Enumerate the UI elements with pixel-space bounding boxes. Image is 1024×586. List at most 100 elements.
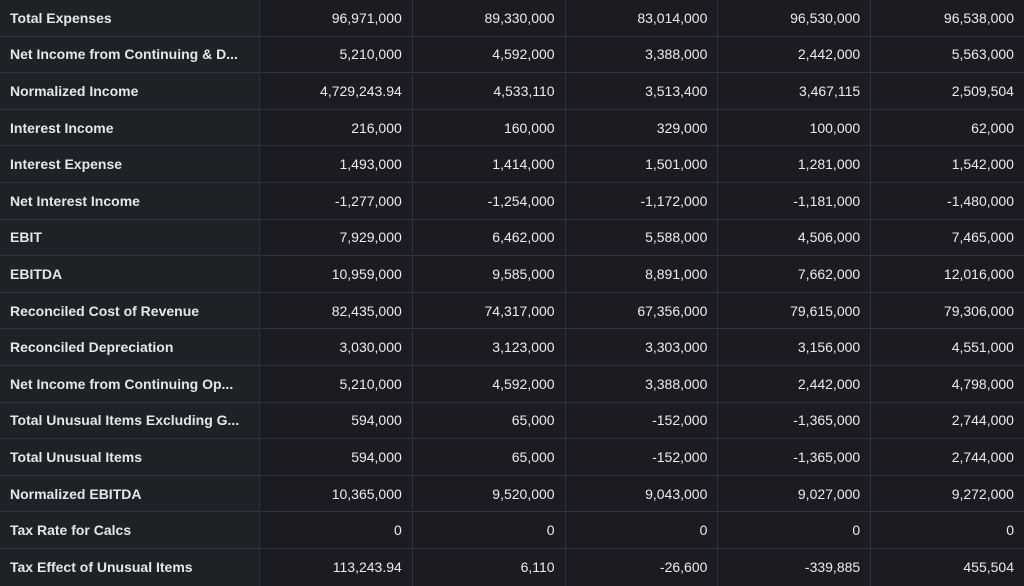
value-cell: 65,000 (412, 439, 566, 475)
row-label[interactable]: Total Expenses (0, 0, 260, 36)
row-label[interactable]: Interest Income (0, 109, 260, 146)
row-label[interactable]: Tax Effect of Unusual Items (0, 548, 260, 586)
row-label[interactable]: EBIT (0, 219, 260, 256)
row-label[interactable]: Tax Rate for Calcs (0, 512, 260, 548)
row-label-text: Normalized Income (10, 82, 139, 99)
value-cell: 2,744,000 (871, 439, 1024, 475)
row-label[interactable]: Reconciled Depreciation (0, 329, 260, 365)
value-cell: 594,000 (260, 402, 413, 439)
value-cell: 1,281,000 (718, 146, 872, 182)
row-label[interactable]: Net Income from Continuing & D... (0, 36, 260, 73)
value-cell: 4,592,000 (412, 365, 566, 402)
value-cell: -26,600 (565, 548, 719, 586)
row-label[interactable]: Total Unusual Items (0, 439, 260, 475)
value-cell: 4,533,110 (412, 73, 566, 109)
value-cell: -339,885 (718, 548, 872, 586)
table-row[interactable]: Normalized Income 4,729,243.94 4,533,110… (0, 73, 1024, 110)
value-cell: 2,744,000 (871, 402, 1024, 439)
value-cell: 6,110 (412, 548, 566, 586)
table-row[interactable]: Interest Income 216,000 160,000 329,000 … (0, 109, 1024, 147)
value-cell: 5,210,000 (260, 365, 413, 402)
value-cell: 79,306,000 (871, 292, 1024, 329)
row-label-text: Total Unusual Items (10, 448, 142, 465)
value-cell: 4,798,000 (871, 365, 1024, 402)
value-cell: 160,000 (412, 109, 566, 146)
value-cell: 96,530,000 (718, 0, 872, 36)
value-cell: 3,388,000 (565, 36, 719, 73)
value-cell: 100,000 (718, 109, 872, 146)
value-cell: 0 (565, 512, 719, 548)
row-label[interactable]: Normalized EBITDA (0, 475, 260, 512)
value-cell: -152,000 (565, 439, 719, 475)
value-cell: 3,388,000 (565, 365, 719, 402)
table-row[interactable]: Net Income from Continuing & D... 5,210,… (0, 36, 1024, 74)
value-cell: 5,588,000 (565, 219, 719, 256)
value-cell: -152,000 (565, 402, 719, 439)
value-cell: 3,030,000 (260, 329, 413, 365)
table-row[interactable]: EBITDA 10,959,000 9,585,000 8,891,000 7,… (0, 256, 1024, 293)
table-row[interactable]: Total Unusual Items 594,000 65,000 -152,… (0, 439, 1024, 476)
value-cell: 455,504 (871, 548, 1024, 586)
value-cell: 1,414,000 (412, 146, 566, 182)
row-label[interactable]: EBITDA (0, 256, 260, 292)
table-row[interactable]: Net Interest Income -1,277,000 -1,254,00… (0, 182, 1024, 220)
row-label[interactable]: Reconciled Cost of Revenue (0, 292, 260, 329)
row-label[interactable]: Net Income from Continuing Op... (0, 365, 260, 402)
value-cell: -1,172,000 (565, 182, 719, 219)
value-cell: 4,729,243.94 (260, 73, 413, 109)
row-label-text: Total Unusual Items Excluding G... (10, 412, 240, 429)
value-cell: 1,542,000 (871, 146, 1024, 182)
row-label[interactable]: Interest Expense (0, 146, 260, 182)
value-cell: 9,585,000 (412, 256, 566, 292)
value-cell: 9,027,000 (718, 475, 872, 512)
table-row[interactable]: Reconciled Depreciation 3,030,000 3,123,… (0, 329, 1024, 366)
value-cell: -1,365,000 (718, 402, 872, 439)
value-cell: -1,365,000 (718, 439, 872, 475)
value-cell: 3,123,000 (412, 329, 566, 365)
table-row[interactable]: Total Expenses 96,971,000 89,330,000 83,… (0, 0, 1024, 37)
row-label-text: Interest Income (10, 119, 114, 136)
row-label-text: Tax Rate for Calcs (10, 522, 132, 539)
value-cell: 594,000 (260, 439, 413, 475)
value-cell: 2,442,000 (718, 365, 872, 402)
value-cell: 0 (260, 512, 413, 548)
value-cell: 79,615,000 (718, 292, 872, 329)
value-cell: 1,501,000 (565, 146, 719, 182)
row-label-text: Net Income from Continuing & D... (10, 46, 238, 63)
value-cell: 7,929,000 (260, 219, 413, 256)
row-label-text: EBIT (10, 229, 42, 246)
value-cell: 96,971,000 (260, 0, 413, 36)
row-label[interactable]: Net Interest Income (0, 182, 260, 219)
value-cell: 0 (412, 512, 566, 548)
value-cell: 0 (871, 512, 1024, 548)
value-cell: 3,303,000 (565, 329, 719, 365)
row-label-text: Net Income from Continuing Op... (10, 375, 234, 392)
row-label[interactable]: Normalized Income (0, 73, 260, 109)
table-row[interactable]: Tax Effect of Unusual Items 113,243.94 6… (0, 548, 1024, 586)
table-row[interactable]: Normalized EBITDA 10,365,000 9,520,000 9… (0, 475, 1024, 513)
value-cell: 4,551,000 (871, 329, 1024, 365)
value-cell: 4,592,000 (412, 36, 566, 73)
value-cell: 4,506,000 (718, 219, 872, 256)
value-cell: 96,538,000 (871, 0, 1024, 36)
table-row[interactable]: EBIT 7,929,000 6,462,000 5,588,000 4,506… (0, 219, 1024, 257)
row-label[interactable]: Total Unusual Items Excluding G... (0, 402, 260, 439)
value-cell: 113,243.94 (260, 548, 413, 586)
value-cell: 3,513,400 (565, 73, 719, 109)
table-row[interactable]: Tax Rate for Calcs 0 0 0 0 0 (0, 512, 1024, 549)
row-label-text: Reconciled Cost of Revenue (10, 302, 200, 319)
value-cell: 9,043,000 (565, 475, 719, 512)
value-cell: 9,272,000 (871, 475, 1024, 512)
value-cell: -1,480,000 (871, 182, 1024, 219)
table-row[interactable]: Interest Expense 1,493,000 1,414,000 1,5… (0, 146, 1024, 183)
table-row[interactable]: Reconciled Cost of Revenue 82,435,000 74… (0, 292, 1024, 330)
value-cell: 10,959,000 (260, 256, 413, 292)
value-cell: 67,356,000 (565, 292, 719, 329)
value-cell: 7,465,000 (871, 219, 1024, 256)
table-row[interactable]: Net Income from Continuing Op... 5,210,0… (0, 365, 1024, 403)
value-cell: 2,442,000 (718, 36, 872, 73)
table-row[interactable]: Total Unusual Items Excluding G... 594,0… (0, 402, 1024, 440)
value-cell: 9,520,000 (412, 475, 566, 512)
value-cell: 89,330,000 (412, 0, 566, 36)
